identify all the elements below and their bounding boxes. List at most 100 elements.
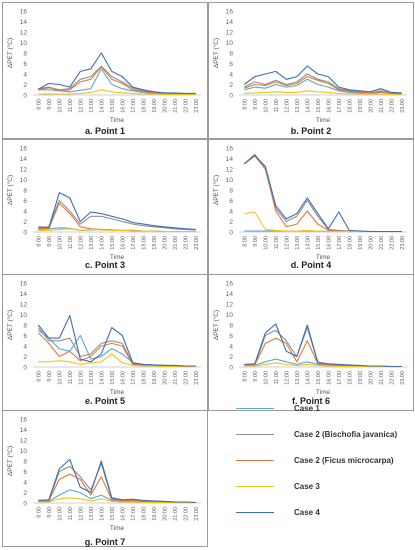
x-tick-label: 20:00	[368, 371, 374, 385]
x-tick-label: 14:00	[305, 236, 311, 250]
x-tick-label: 19:00	[152, 371, 158, 385]
x-tick-label: 14:00	[305, 99, 311, 113]
series-line	[38, 199, 196, 231]
y-axis-label: ΔPET (°C)	[212, 310, 220, 340]
x-axis-label: Time	[110, 525, 125, 532]
y-tick-label: 4	[23, 209, 27, 216]
y-tick-label: 2	[23, 82, 27, 89]
series-line	[244, 90, 402, 96]
y-tick-label: 16	[20, 417, 28, 424]
x-axis-label: Time	[110, 117, 125, 124]
x-tick-label: 20:00	[368, 99, 374, 113]
legend-item-case-2-bischofia: Case 2 (Bischofia javanica)	[236, 428, 411, 442]
chart-svg-point-5: 0 2 4 6 8 10 12 14 16 8:00 9:00 10:00 11:00 12:00 13:0…	[6, 281, 201, 396]
x-tick-label: 23:00	[400, 236, 406, 250]
y-tick-label: 10	[20, 312, 28, 319]
y-tick-label: 10	[226, 177, 234, 184]
series-line	[244, 76, 402, 94]
chart-svg-point-2: 0 2 4 6 8 10 12 14 16 8:00 9:00 10:00 11:00 12:00 13:0…	[212, 9, 407, 124]
x-tick-label: 23:00	[194, 99, 200, 113]
x-tick-label: 8:00	[36, 371, 42, 382]
y-tick-label: 4	[229, 209, 233, 216]
y-tick-label: 8	[229, 51, 233, 58]
x-tick-label: 12:00	[284, 371, 290, 385]
x-tick-label: 18:00	[347, 371, 353, 385]
chart-svg-point-6: 0 2 4 6 8 10 12 14 16 8:00 9:00 10:00 11:00 12:00 13:0…	[212, 281, 407, 396]
legend-item-case-4: Case 4	[236, 506, 411, 520]
chart-svg-point-3: 0 2 4 6 8 10 12 14 16 8:00 9:00 10:00 11:00 12:00 13:0…	[6, 146, 201, 261]
x-tick-label: 12:00	[78, 236, 84, 250]
y-tick-label: 14	[226, 291, 234, 298]
x-tick-label: 15:00	[110, 371, 116, 385]
x-tick-label: 15:00	[316, 236, 322, 250]
y-tick-label: 6	[23, 333, 27, 340]
x-tick-label: 23:00	[194, 507, 200, 521]
x-tick-label: 8:00	[242, 99, 248, 110]
x-tick-label: 15:00	[316, 371, 322, 385]
y-tick-label: 16	[226, 281, 234, 288]
y-tick-label: 4	[23, 344, 27, 351]
x-tick-label: 14:00	[305, 371, 311, 385]
y-tick-label: 8	[229, 323, 233, 330]
chart-svg-point-4: 0 2 4 6 8 10 12 14 16 8:00 9:00 10:00 11:00 12:00 13:0…	[212, 146, 407, 261]
x-tick-label: 18:00	[347, 236, 353, 250]
y-tick-label: 12	[226, 302, 234, 309]
x-tick-label: 21:00	[379, 236, 385, 250]
x-tick-label: 11:00	[274, 371, 280, 384]
y-axis-label: ΔPET (°C)	[212, 175, 220, 205]
x-tick-label: 21:00	[379, 99, 385, 113]
x-tick-label: 13:00	[295, 236, 301, 250]
y-tick-label: 0	[229, 365, 233, 372]
y-axis-label: ΔPET (°C)	[6, 175, 14, 205]
x-tick-label: 17:00	[131, 99, 137, 113]
x-tick-label: 18:00	[141, 99, 147, 113]
legend: Case 1 Case 2 (Bischofia javanica) Case …	[236, 402, 411, 522]
series-line	[37, 314, 196, 367]
x-tick-label: 8:00	[242, 236, 248, 247]
x-tick-label: 9:00	[253, 99, 259, 110]
x-axis-label: Time	[316, 389, 331, 396]
x-tick-label: 15:00	[110, 99, 116, 113]
chart-svg-point-7: 0 2 4 6 8 10 12 14 16 8:00 9:00 10:00 11:00 12:00 13:0…	[6, 417, 201, 532]
chart-caption-point-2: b. Point 2	[290, 126, 332, 136]
x-tick-label: 19:00	[358, 99, 364, 113]
x-tick-label: 21:00	[173, 99, 179, 113]
x-tick-label: 11:00	[68, 371, 74, 384]
x-tick-label: 18:00	[347, 99, 353, 113]
x-tick-label: 10:00	[57, 99, 63, 113]
y-axis-label: ΔPET (°C)	[6, 38, 14, 68]
x-tick-label: 15:00	[110, 236, 116, 250]
x-tick-label: 20:00	[162, 99, 168, 113]
x-axis-label: Time	[316, 254, 331, 261]
x-tick-label: 10:00	[263, 236, 269, 250]
x-tick-label: 16:00	[120, 99, 126, 113]
x-tick-label: 16:00	[120, 507, 126, 521]
y-tick-label: 6	[229, 333, 233, 340]
x-tick-label: 13:00	[295, 371, 301, 385]
x-tick-label: 12:00	[284, 236, 290, 250]
y-axis-label: ΔPET (°C)	[6, 310, 14, 340]
chart-caption-point-5: e. Point 5	[84, 396, 125, 406]
y-tick-label: 10	[20, 448, 28, 455]
x-tick-label: 16:00	[120, 236, 126, 250]
legend-label: Case 4	[294, 508, 320, 517]
x-tick-label: 16:00	[326, 236, 332, 250]
chart-panel-point-1: 0 2 4 6 8 10 12 14 16 8:00 9:00 10:00 11:00 12:00 13:0…	[2, 2, 208, 139]
x-tick-label: 19:00	[358, 236, 364, 250]
x-tick-label: 18:00	[141, 507, 147, 521]
x-tick-label: 9:00	[47, 507, 53, 518]
y-tick-label: 4	[23, 72, 27, 79]
x-tick-label: 8:00	[36, 507, 42, 518]
series-line	[38, 52, 196, 94]
series-line	[38, 192, 196, 230]
x-tick-label: 8:00	[242, 371, 248, 382]
y-tick-label: 2	[229, 219, 233, 226]
y-tick-label: 6	[23, 469, 27, 476]
x-tick-label: 9:00	[47, 236, 53, 247]
series-line	[243, 154, 402, 233]
x-tick-label: 20:00	[162, 371, 168, 385]
x-tick-label: 23:00	[400, 371, 406, 385]
y-tick-label: 2	[23, 490, 27, 497]
x-tick-label: 9:00	[253, 371, 259, 382]
x-tick-label: 9:00	[47, 371, 53, 382]
